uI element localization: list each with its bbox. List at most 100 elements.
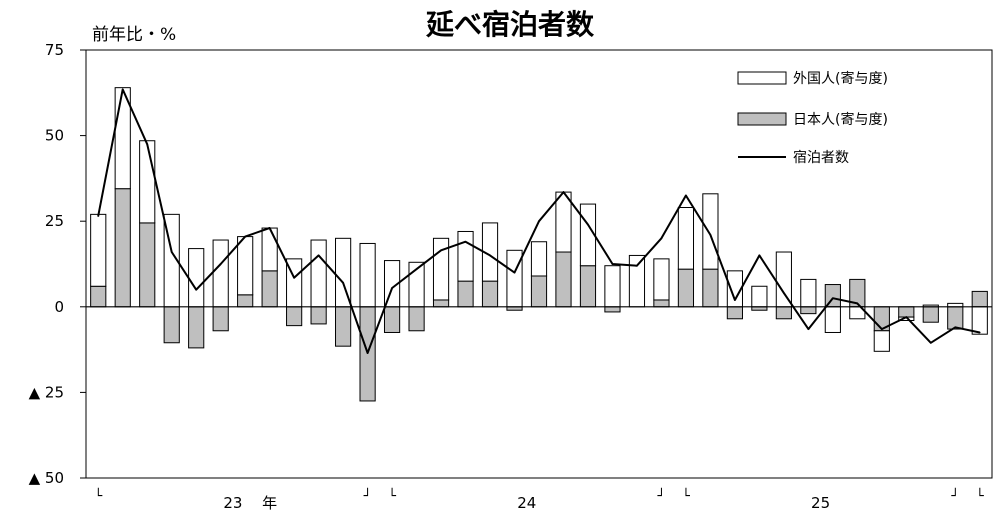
bar-japanese — [800, 306, 817, 315]
bar-japanese — [335, 306, 352, 347]
bar-japanese — [726, 306, 743, 320]
bar-foreign — [702, 193, 719, 270]
legend-label-japanese: 日本人(寄与度) — [793, 111, 888, 128]
line-point — [685, 194, 687, 197]
bar-japanese — [457, 280, 474, 308]
line-point — [513, 271, 516, 274]
line-point — [709, 234, 712, 236]
bar-foreign — [604, 265, 621, 308]
x-year-label: 年 — [262, 494, 277, 512]
bar-foreign — [677, 207, 695, 270]
bar-japanese — [286, 306, 303, 327]
y-tick-label: ▲ 25 — [29, 383, 64, 401]
line-point — [268, 227, 271, 229]
legend: 外国人(寄与度) 日本人(寄与度) 宿泊者数 — [737, 70, 888, 166]
y-tick-label: 50 — [45, 127, 64, 145]
line-point — [146, 143, 149, 145]
bar-japanese — [432, 299, 450, 308]
bar-japanese — [677, 268, 695, 308]
line-layer — [97, 88, 981, 354]
legend-swatch-foreign — [737, 71, 787, 85]
line-point — [219, 263, 222, 265]
bar-foreign — [90, 213, 107, 287]
bar-foreign — [971, 306, 988, 335]
bar-japanese — [579, 265, 597, 308]
x-bracket-mark: └ — [682, 487, 690, 504]
line-point — [317, 254, 320, 257]
line-point — [832, 297, 834, 300]
x-bracket-mark: ┘ — [950, 487, 959, 504]
bar-japanese — [922, 306, 939, 323]
bars-layer — [90, 87, 988, 402]
bar-foreign — [359, 242, 376, 308]
bar-foreign — [530, 241, 548, 277]
legend-label-foreign: 外国人(寄与度) — [793, 70, 888, 87]
line-point — [783, 292, 785, 294]
bar-foreign — [188, 248, 205, 308]
line-point — [464, 240, 467, 243]
bar-japanese — [971, 290, 988, 308]
bar-foreign — [873, 330, 890, 352]
plot-frame — [85, 49, 993, 479]
bar-foreign — [237, 236, 254, 296]
line-point — [244, 235, 246, 238]
x-bracket-mark: └ — [976, 487, 984, 504]
line-point — [807, 328, 810, 330]
legend-swatch-japanese — [737, 112, 787, 126]
chart-title: 延べ宿泊者数 — [425, 8, 595, 41]
x-year-label: 25 — [811, 494, 830, 512]
y-axis: 75 50 25 0 ▲ 25 ▲ 50 — [29, 41, 86, 487]
line-point — [734, 299, 736, 301]
line-point — [97, 215, 100, 217]
bar-japanese — [114, 188, 131, 308]
y-tick-label: ▲ 50 — [29, 469, 64, 487]
y-tick-label: 0 — [54, 298, 64, 316]
line-point — [538, 220, 540, 222]
bar-foreign — [800, 278, 817, 308]
bar-foreign — [555, 191, 572, 253]
line-point — [342, 282, 344, 284]
x-bracket-mark: └ — [388, 487, 396, 504]
line-point — [440, 249, 442, 252]
bar-japanese — [530, 275, 548, 308]
line-point — [587, 223, 589, 226]
bar-japanese — [898, 306, 915, 318]
line-point — [905, 316, 908, 318]
bar-foreign — [751, 285, 768, 308]
line-point — [929, 341, 932, 344]
bar-foreign — [310, 239, 327, 308]
bar-japanese — [947, 306, 964, 330]
bar-foreign — [139, 140, 156, 224]
bar-foreign — [628, 254, 646, 308]
bar-japanese — [261, 270, 278, 308]
unit-label: 前年比・% — [92, 25, 176, 45]
line-point — [636, 264, 638, 267]
bar-japanese — [383, 306, 401, 333]
legend-label-total: 宿泊者数 — [793, 149, 849, 166]
x-year-label: 23 — [223, 494, 242, 512]
line-point — [121, 88, 124, 91]
bar-japanese — [408, 306, 425, 332]
bar-japanese — [163, 306, 180, 344]
bar-japanese — [481, 280, 499, 308]
bar-foreign — [653, 258, 670, 301]
x-year-label: 24 — [517, 494, 536, 512]
line-point — [562, 191, 565, 193]
x-axis-labels: 23 年 24 25 └ ┘ └ ┘ └ ┘ └ — [94, 487, 984, 512]
bar-japanese — [212, 306, 229, 332]
line-point — [170, 251, 173, 253]
bar-japanese — [139, 222, 156, 308]
bar-japanese — [775, 306, 792, 320]
bar-japanese — [90, 285, 107, 308]
bar-japanese — [702, 268, 719, 308]
bar-foreign — [824, 306, 841, 333]
bar-japanese — [310, 306, 327, 325]
line-point — [758, 254, 761, 257]
bar-foreign — [457, 230, 474, 282]
y-tick-label: 25 — [45, 212, 64, 230]
line-point — [391, 287, 393, 289]
bar-japanese — [555, 251, 572, 308]
bar-foreign — [212, 239, 229, 308]
line-point — [489, 254, 491, 257]
